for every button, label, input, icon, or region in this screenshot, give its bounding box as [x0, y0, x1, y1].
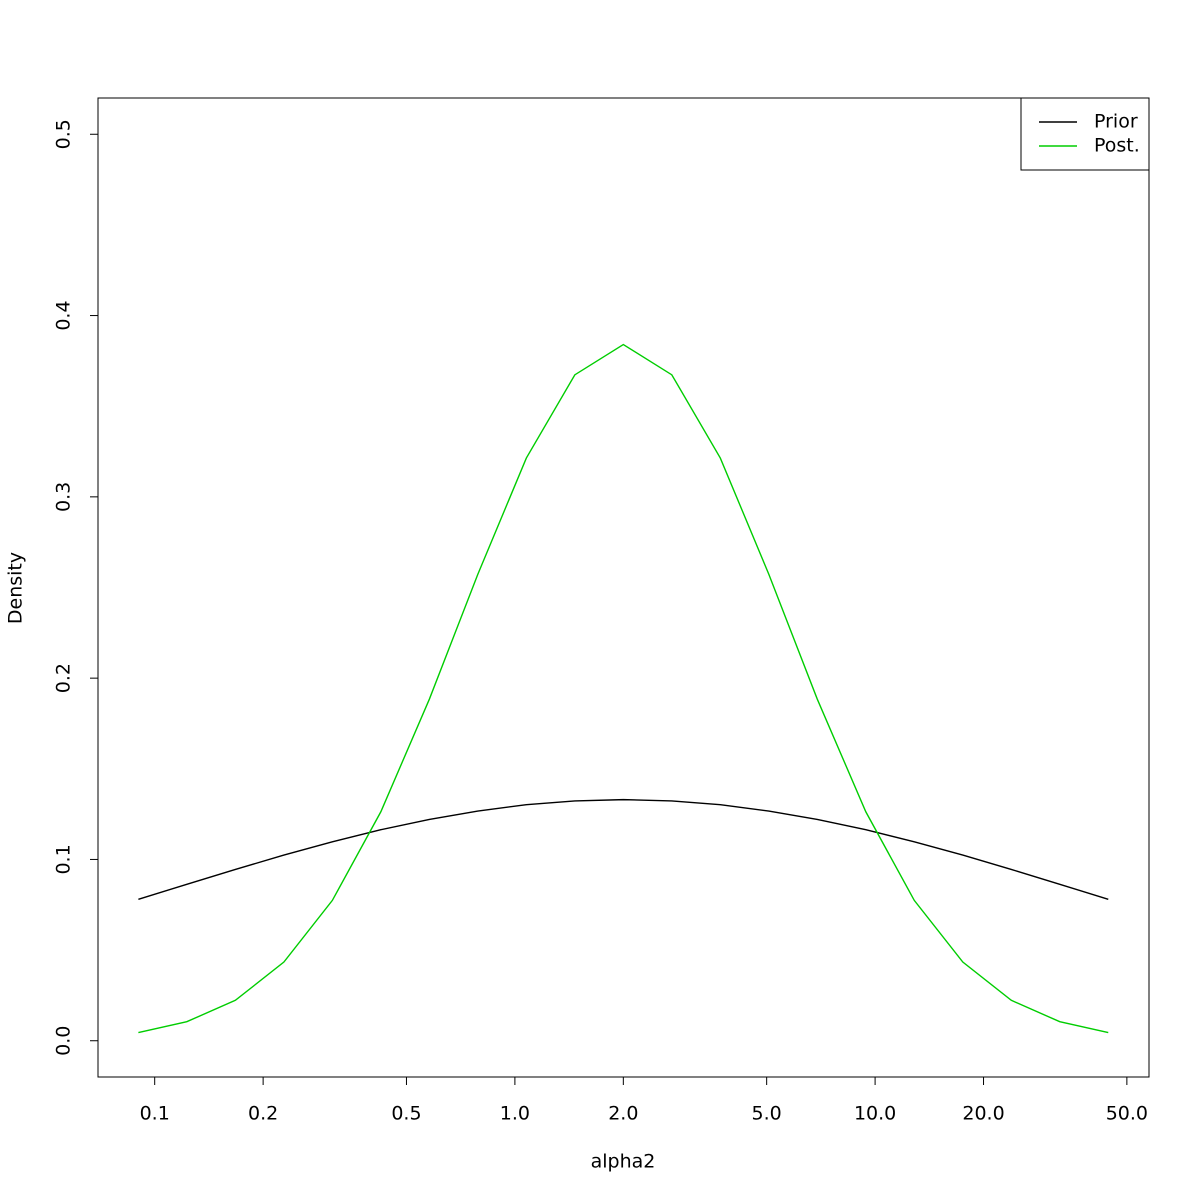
x-tick-label: 50.0	[1106, 1103, 1148, 1125]
x-tick-label: 0.1	[140, 1103, 170, 1125]
x-tick-label: 5.0	[752, 1103, 782, 1125]
y-axis-label: Density	[5, 552, 27, 624]
y-tick-label: 0.5	[53, 119, 75, 149]
x-tick-label: 1.0	[500, 1103, 530, 1125]
x-axis-label: alpha2	[591, 1151, 656, 1173]
y-tick-label: 0.0	[53, 1026, 75, 1056]
x-tick-label: 0.5	[391, 1103, 421, 1125]
x-tick-label: 20.0	[962, 1103, 1004, 1125]
x-tick-label: 2.0	[608, 1103, 638, 1125]
legend-label: Prior	[1094, 111, 1138, 133]
y-tick-label: 0.1	[53, 844, 75, 874]
y-tick-label: 0.4	[53, 300, 75, 330]
y-tick-label: 0.3	[53, 482, 75, 512]
plot-frame	[97, 97, 1150, 1078]
series-line	[138, 798, 1109, 900]
y-tick-label: 0.2	[53, 663, 75, 693]
series-line	[138, 343, 1109, 1034]
x-tick-label: 10.0	[854, 1103, 896, 1125]
legend-label: Post.	[1094, 135, 1140, 157]
x-tick-label: 0.2	[248, 1103, 278, 1125]
legend-box	[1020, 97, 1150, 171]
